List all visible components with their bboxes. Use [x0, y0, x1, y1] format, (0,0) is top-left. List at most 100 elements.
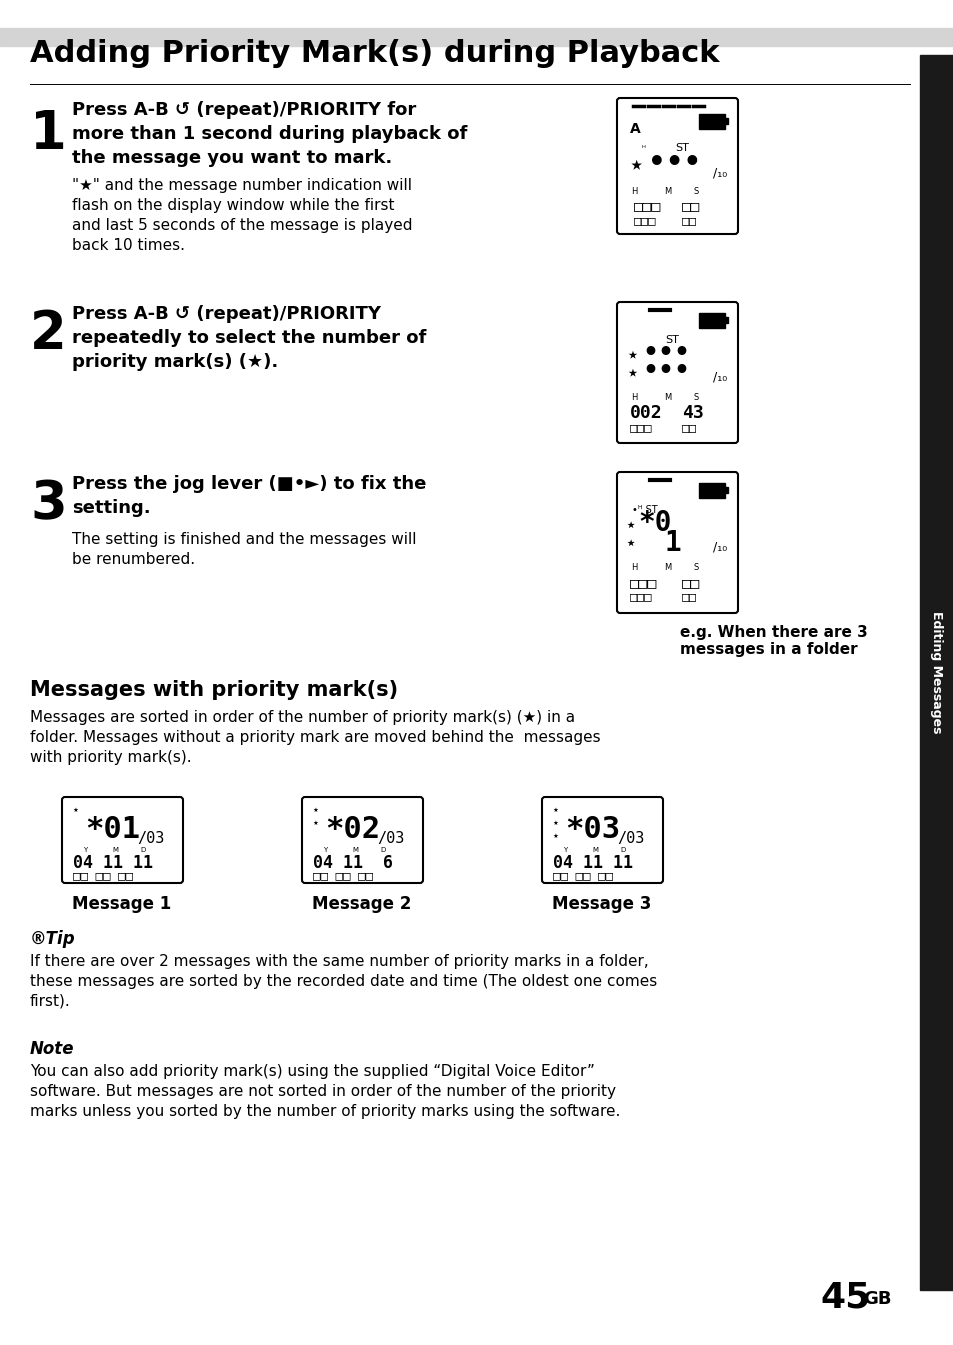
- Text: □□□: □□□: [629, 576, 657, 590]
- Text: The setting is finished and the messages will: The setting is finished and the messages…: [71, 533, 416, 547]
- FancyBboxPatch shape: [617, 303, 738, 443]
- Text: □□: □□: [681, 590, 697, 604]
- Text: with priority mark(s).: with priority mark(s).: [30, 751, 192, 765]
- Text: ⋆: ⋆: [624, 346, 639, 364]
- Text: A: A: [629, 122, 640, 136]
- FancyBboxPatch shape: [617, 98, 738, 234]
- Text: Message 3: Message 3: [552, 894, 651, 913]
- Text: ⋆: ⋆: [311, 803, 318, 816]
- Bar: [0, 28, 953, 46]
- Text: ⋆: ⋆: [624, 515, 637, 534]
- Text: Y: Y: [322, 847, 327, 853]
- Text: M: M: [112, 847, 118, 853]
- Text: Messages with priority mark(s): Messages with priority mark(s): [30, 681, 397, 699]
- Text: □□ □□ □□: □□ □□ □□: [313, 869, 373, 882]
- Text: first).: first).: [30, 994, 71, 1009]
- Text: □□□: □□□: [634, 214, 656, 227]
- Text: 3: 3: [30, 477, 67, 530]
- Text: 1: 1: [664, 529, 681, 557]
- Text: You can also add priority mark(s) using the supplied “Digital Voice Editor”: You can also add priority mark(s) using …: [30, 1064, 595, 1079]
- Text: ST: ST: [664, 335, 679, 346]
- Text: ⋆: ⋆: [627, 152, 644, 180]
- Text: □□□: □□□: [634, 199, 660, 214]
- Bar: [724, 487, 727, 494]
- Text: Y: Y: [83, 847, 87, 853]
- Text: 43: 43: [681, 404, 703, 422]
- Bar: [724, 317, 727, 323]
- Text: •••: •••: [647, 149, 700, 178]
- Text: ⋆: ⋆: [551, 803, 558, 816]
- Text: *01: *01: [85, 815, 140, 845]
- Text: □□ □□ □□: □□ □□ □□: [73, 869, 132, 882]
- Bar: [919, 55, 953, 1290]
- Text: back 10 times.: back 10 times.: [71, 238, 185, 253]
- Text: /03: /03: [376, 830, 404, 846]
- Text: Y: Y: [562, 847, 566, 853]
- Text: 1: 1: [30, 108, 67, 160]
- Text: and last 5 seconds of the message is played: and last 5 seconds of the message is pla…: [71, 218, 412, 233]
- Text: 2: 2: [30, 308, 67, 360]
- Text: ᴴ: ᴴ: [641, 144, 645, 152]
- Text: *02: *02: [325, 815, 379, 845]
- Text: H: H: [630, 187, 637, 195]
- Text: Editing Messages: Editing Messages: [929, 611, 943, 734]
- FancyBboxPatch shape: [302, 798, 422, 884]
- Text: Press the jog lever (■•►) to fix the: Press the jog lever (■•►) to fix the: [71, 475, 426, 494]
- Text: 45: 45: [820, 1280, 869, 1315]
- Text: M: M: [663, 394, 671, 402]
- Text: Message 2: Message 2: [312, 894, 412, 913]
- Text: Press A-B ↺ (repeat)/PRIORITY for: Press A-B ↺ (repeat)/PRIORITY for: [71, 101, 416, 118]
- Text: •ᴴ ST: •ᴴ ST: [631, 504, 657, 515]
- Text: □□□: □□□: [629, 421, 652, 434]
- FancyBboxPatch shape: [62, 798, 183, 884]
- Text: marks unless you sorted by the number of priority marks using the software.: marks unless you sorted by the number of…: [30, 1104, 619, 1119]
- Text: M: M: [592, 847, 598, 853]
- Text: ⋆: ⋆: [311, 816, 318, 830]
- Text: M: M: [663, 187, 671, 195]
- FancyBboxPatch shape: [541, 798, 662, 884]
- Text: /03: /03: [617, 830, 643, 846]
- Text: *0: *0: [638, 508, 671, 537]
- Text: □□: □□: [681, 199, 700, 214]
- Text: 04 11 11: 04 11 11: [553, 854, 633, 872]
- Text: software. But messages are not sorted in order of the number of the priority: software. But messages are not sorted in…: [30, 1084, 616, 1099]
- Text: GB: GB: [862, 1290, 890, 1307]
- Text: setting.: setting.: [71, 499, 151, 516]
- Text: "★" and the message number indication will: "★" and the message number indication wi…: [71, 178, 412, 192]
- Text: /03: /03: [137, 830, 164, 846]
- Text: e.g. When there are 3: e.g. When there are 3: [679, 625, 867, 640]
- Text: ⋆: ⋆: [71, 803, 79, 816]
- Text: D: D: [140, 847, 146, 853]
- Text: H: H: [630, 394, 637, 402]
- Bar: [699, 114, 724, 129]
- Text: repeatedly to select the number of: repeatedly to select the number of: [71, 330, 426, 347]
- Text: Message 1: Message 1: [72, 894, 172, 913]
- Text: ⋆: ⋆: [551, 816, 558, 830]
- Text: /₁₀: /₁₀: [712, 370, 726, 383]
- Text: these messages are sorted by the recorded date and time (The oldest one comes: these messages are sorted by the recorde…: [30, 974, 657, 989]
- Text: folder. Messages without a priority mark are moved behind the  messages: folder. Messages without a priority mark…: [30, 730, 600, 745]
- Text: D: D: [619, 847, 625, 853]
- Text: more than 1 second during playback of: more than 1 second during playback of: [71, 125, 467, 143]
- Text: Messages are sorted in order of the number of priority mark(s) (★) in a: Messages are sorted in order of the numb…: [30, 710, 575, 725]
- Text: D: D: [380, 847, 385, 853]
- Text: Note: Note: [30, 1040, 74, 1059]
- Text: the message you want to mark.: the message you want to mark.: [71, 149, 392, 167]
- Text: □□: □□: [681, 421, 697, 434]
- Text: ⋆: ⋆: [624, 363, 639, 383]
- Text: priority mark(s) (★).: priority mark(s) (★).: [71, 352, 278, 371]
- Text: ®Tip: ®Tip: [30, 929, 75, 948]
- Text: H: H: [630, 564, 637, 573]
- Bar: [699, 313, 724, 328]
- Text: 04 11  6: 04 11 6: [313, 854, 393, 872]
- Text: /₁₀: /₁₀: [712, 541, 726, 554]
- Text: If there are over 2 messages with the same number of priority marks in a folder,: If there are over 2 messages with the sa…: [30, 954, 648, 968]
- Text: 002: 002: [629, 404, 662, 422]
- Text: /₁₀: /₁₀: [712, 167, 726, 179]
- Text: be renumbered.: be renumbered.: [71, 551, 195, 568]
- Text: messages in a folder: messages in a folder: [679, 642, 857, 656]
- Text: ST: ST: [675, 143, 688, 153]
- Text: *03: *03: [564, 815, 619, 845]
- FancyBboxPatch shape: [617, 472, 738, 613]
- Text: S: S: [693, 394, 698, 402]
